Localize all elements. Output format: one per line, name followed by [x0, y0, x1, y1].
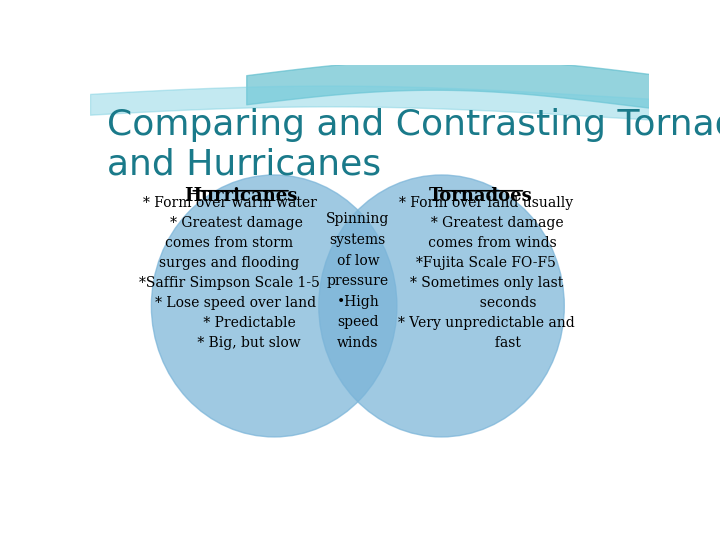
Text: Tornadoes: Tornadoes	[428, 187, 533, 205]
Ellipse shape	[319, 175, 564, 437]
Text: Comparing and Contrasting Tornadoes
and Hurricanes: Comparing and Contrasting Tornadoes and …	[107, 109, 720, 182]
Text: * Form over warm water
   * Greatest damage
comes from storm
surges and flooding: * Form over warm water * Greatest damage…	[139, 196, 320, 350]
Ellipse shape	[151, 175, 397, 437]
Text: Spinning
systems
of low
pressure
•High
speed
winds: Spinning systems of low pressure •High s…	[326, 212, 390, 350]
Text: * Form over land usually
     * Greatest damage
   comes from winds
*Fujita Scal: * Form over land usually * Greatest dama…	[398, 196, 575, 350]
Text: Hurricanes: Hurricanes	[184, 187, 297, 205]
